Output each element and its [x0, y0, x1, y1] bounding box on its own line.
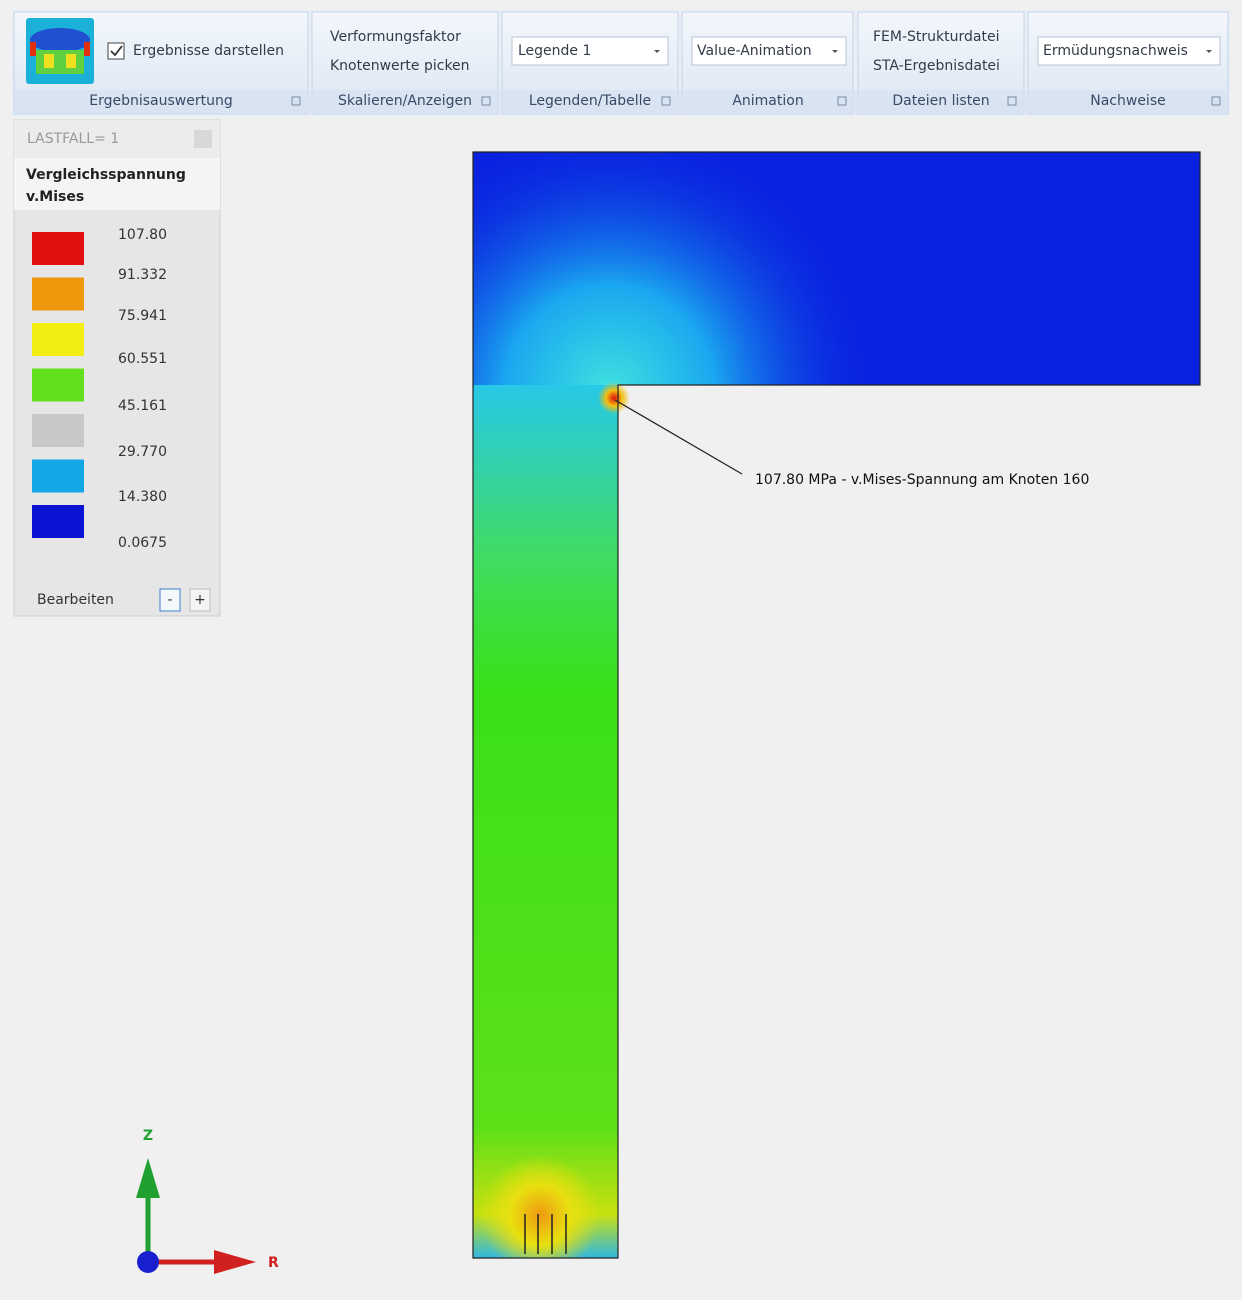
legend-swatch: [32, 369, 84, 402]
legend-swatch: [32, 278, 84, 311]
legend-swatch: [32, 505, 84, 538]
ribbon-button[interactable]: FEM-Strukturdatei: [873, 29, 999, 45]
checkbox-label[interactable]: Ergebnisse darstellen: [133, 43, 284, 59]
legend-value: 0.0675: [118, 535, 167, 551]
legend-value: 14.380: [118, 489, 167, 505]
load-zone: [473, 1150, 618, 1258]
legend-value: 29.770: [118, 444, 167, 460]
group-label: Dateien listen: [892, 93, 989, 109]
legend-value: 91.332: [118, 267, 167, 283]
group-label: Nachweise: [1090, 93, 1165, 109]
legend-panel: LASTFALL= 1 Vergleichsspannung v.Mises B…: [14, 120, 220, 616]
ribbon-button[interactable]: Knotenwerte picken: [330, 58, 470, 74]
group-label: Animation: [732, 93, 803, 109]
annotation: 107.80 MPa - v.Mises-Spannung am Knoten …: [755, 472, 1089, 488]
legend-value: 45.161: [118, 398, 167, 414]
group-label: Legenden/Tabelle: [529, 93, 651, 109]
hotspot: [590, 375, 630, 415]
legend-value: 60.551: [118, 351, 167, 367]
legend-swatch: [32, 232, 84, 265]
legend-swatch: [32, 414, 84, 447]
flange-gradient: [473, 152, 1200, 385]
close-button[interactable]: [194, 130, 212, 148]
legend-title: Vergleichsspannung: [26, 167, 186, 183]
origin: [137, 1251, 159, 1273]
group-label: Skalieren/Anzeigen: [338, 93, 472, 109]
dropdown-value: Ermüdungsnachweis: [1043, 43, 1188, 59]
legend-value: 107.80: [118, 227, 167, 243]
results-icon[interactable]: [26, 18, 94, 84]
legend-swatch: [32, 460, 84, 493]
ribbon-button[interactable]: Verformungsfaktor: [330, 29, 461, 45]
model-web: [473, 385, 618, 1258]
dropdown-value: Value-Animation: [697, 43, 812, 59]
legend-value: 75.941: [118, 308, 167, 324]
minus-button-label[interactable]: -: [167, 592, 172, 608]
r-label: R: [268, 1255, 279, 1271]
legend-title: v.Mises: [26, 189, 84, 205]
ribbon: Ergebnisse darstellen Ergebnisauswertung…: [12, 10, 1230, 116]
plus-button-label[interactable]: +: [194, 592, 206, 608]
checkbox[interactable]: [108, 43, 124, 59]
dropdown-value: Legende 1: [518, 43, 591, 59]
group-label: Ergebnisauswertung: [89, 93, 233, 109]
app-window: Ergebnisse darstellen Ergebnisauswertung…: [0, 0, 1242, 1300]
page: Ergebnisse darstellen Ergebnisauswertung…: [0, 0, 1242, 1300]
edit-label: Bearbeiten: [37, 592, 114, 608]
legend-swatch: [32, 323, 84, 356]
ribbon-button[interactable]: STA-Ergebnisdatei: [873, 58, 1000, 74]
z-label: Z: [143, 1128, 153, 1144]
load-case: LASTFALL= 1: [27, 131, 119, 147]
